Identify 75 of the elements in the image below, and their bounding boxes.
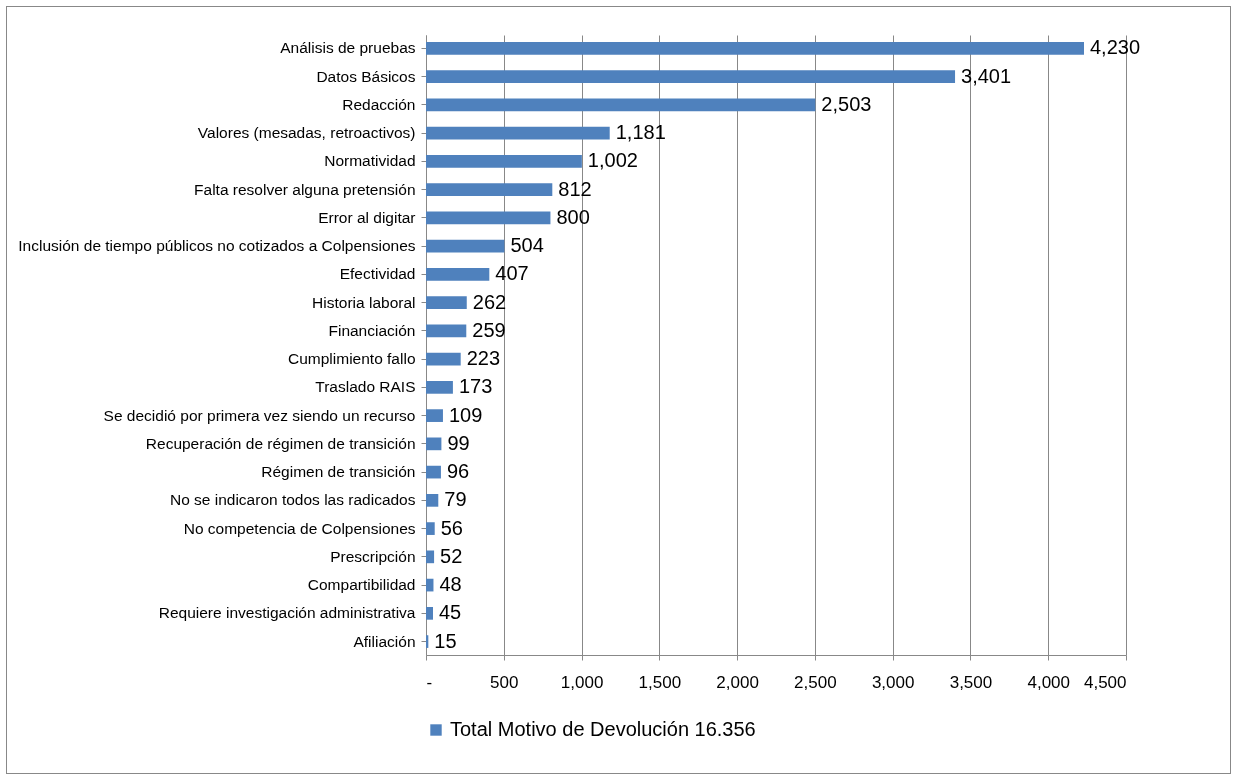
data-label: 96 (446, 460, 470, 483)
data-label: 262 (472, 290, 507, 313)
y-tick-label: Compartibilidad (307, 576, 416, 594)
y-tick-label: Normatividad (324, 152, 416, 170)
data-label: 1,181 (615, 121, 666, 144)
data-label: 4,230 (1090, 36, 1141, 59)
x-tick-label: 3,000 (871, 672, 915, 692)
y-tick-label: Traslado RAIS (315, 378, 416, 396)
bar (426, 352, 461, 366)
data-label: 45 (439, 601, 462, 624)
bar (426, 606, 433, 620)
x-tick-label: 2,500 (794, 672, 837, 692)
data-label: 800 (556, 205, 590, 228)
bar (426, 126, 610, 140)
bar (426, 550, 435, 564)
data-label: 259 (472, 318, 506, 341)
bar (426, 296, 467, 309)
y-tick-label: Recuperación de régimen de transición (145, 434, 416, 452)
y-tick-label: No competencia de Colpensiones (183, 519, 416, 537)
data-label: 109 (448, 403, 483, 426)
data-label: 223 (466, 347, 501, 370)
data-label: 812 (558, 177, 592, 200)
y-tick-label: Datos Básicos (316, 67, 416, 85)
y-tick-label: Inclusión de tiempo públicos no cotizados a Colpensiones (18, 237, 416, 255)
data-label: 48 (439, 573, 462, 596)
y-tick-label: Prescripción (330, 547, 416, 565)
y-tick-label: Error al digitar (318, 208, 416, 226)
x-tick-label: 500 (490, 672, 519, 692)
bar (426, 324, 467, 338)
y-tick-label: Análisis de pruebas (280, 39, 416, 57)
data-label: 173 (458, 375, 493, 398)
bar (426, 183, 553, 196)
data-label: 1,002 (587, 149, 638, 172)
y-tick-label: Régimen de transición (261, 463, 416, 481)
legend-label: Total Motivo de Devolución 16.356 (450, 718, 756, 740)
x-tick-label: 4,000 (1027, 672, 1070, 692)
bar (426, 381, 453, 394)
data-label: 52 (440, 544, 463, 567)
y-tick-label: Se decidió por primera vez siendo un recurso (103, 406, 416, 424)
y-tick-label: Financiación (328, 321, 416, 339)
bar (426, 409, 443, 422)
y-tick-label: Historia laboral (312, 293, 416, 311)
x-tick-label: 4,500 (1083, 672, 1127, 692)
bar (426, 155, 582, 168)
bar (426, 522, 435, 535)
bar (426, 437, 442, 451)
data-label: 15 (434, 629, 457, 652)
bar (426, 70, 956, 84)
y-tick-label: Requiere investigación administrativa (158, 604, 416, 622)
bar (426, 465, 441, 479)
y-tick-label: Falta resolver alguna pretensión (194, 180, 416, 198)
data-label: 2,503 (821, 92, 872, 115)
y-tick-label: Valores (mesadas, retroactivos) (197, 124, 416, 142)
bar (426, 42, 1084, 55)
data-label: 504 (510, 234, 544, 257)
data-label: 99 (447, 431, 470, 454)
bar (426, 239, 505, 253)
y-tick-label: No se indicaron todos las radicados (169, 491, 416, 509)
y-tick-label: Redacción (342, 95, 416, 113)
x-tick-label: 2,000 (716, 672, 759, 692)
x-tick-label: - (426, 672, 433, 692)
y-tick-label: Efectividad (339, 265, 416, 283)
data-label: 56 (440, 516, 463, 539)
data-label: 79 (444, 488, 467, 511)
x-tick-label: 1,000 (560, 672, 604, 692)
x-tick-label: 1,500 (638, 672, 682, 692)
x-tick-label: 3,500 (949, 672, 993, 692)
data-label: 3,401 (961, 64, 1012, 87)
y-tick-label: Afiliación (353, 632, 416, 650)
bar (426, 98, 816, 112)
bar (426, 211, 551, 225)
y-tick-label: Cumplimiento fallo (288, 350, 416, 368)
bar (426, 494, 439, 507)
data-label: 407 (495, 262, 529, 285)
bar (426, 268, 490, 281)
